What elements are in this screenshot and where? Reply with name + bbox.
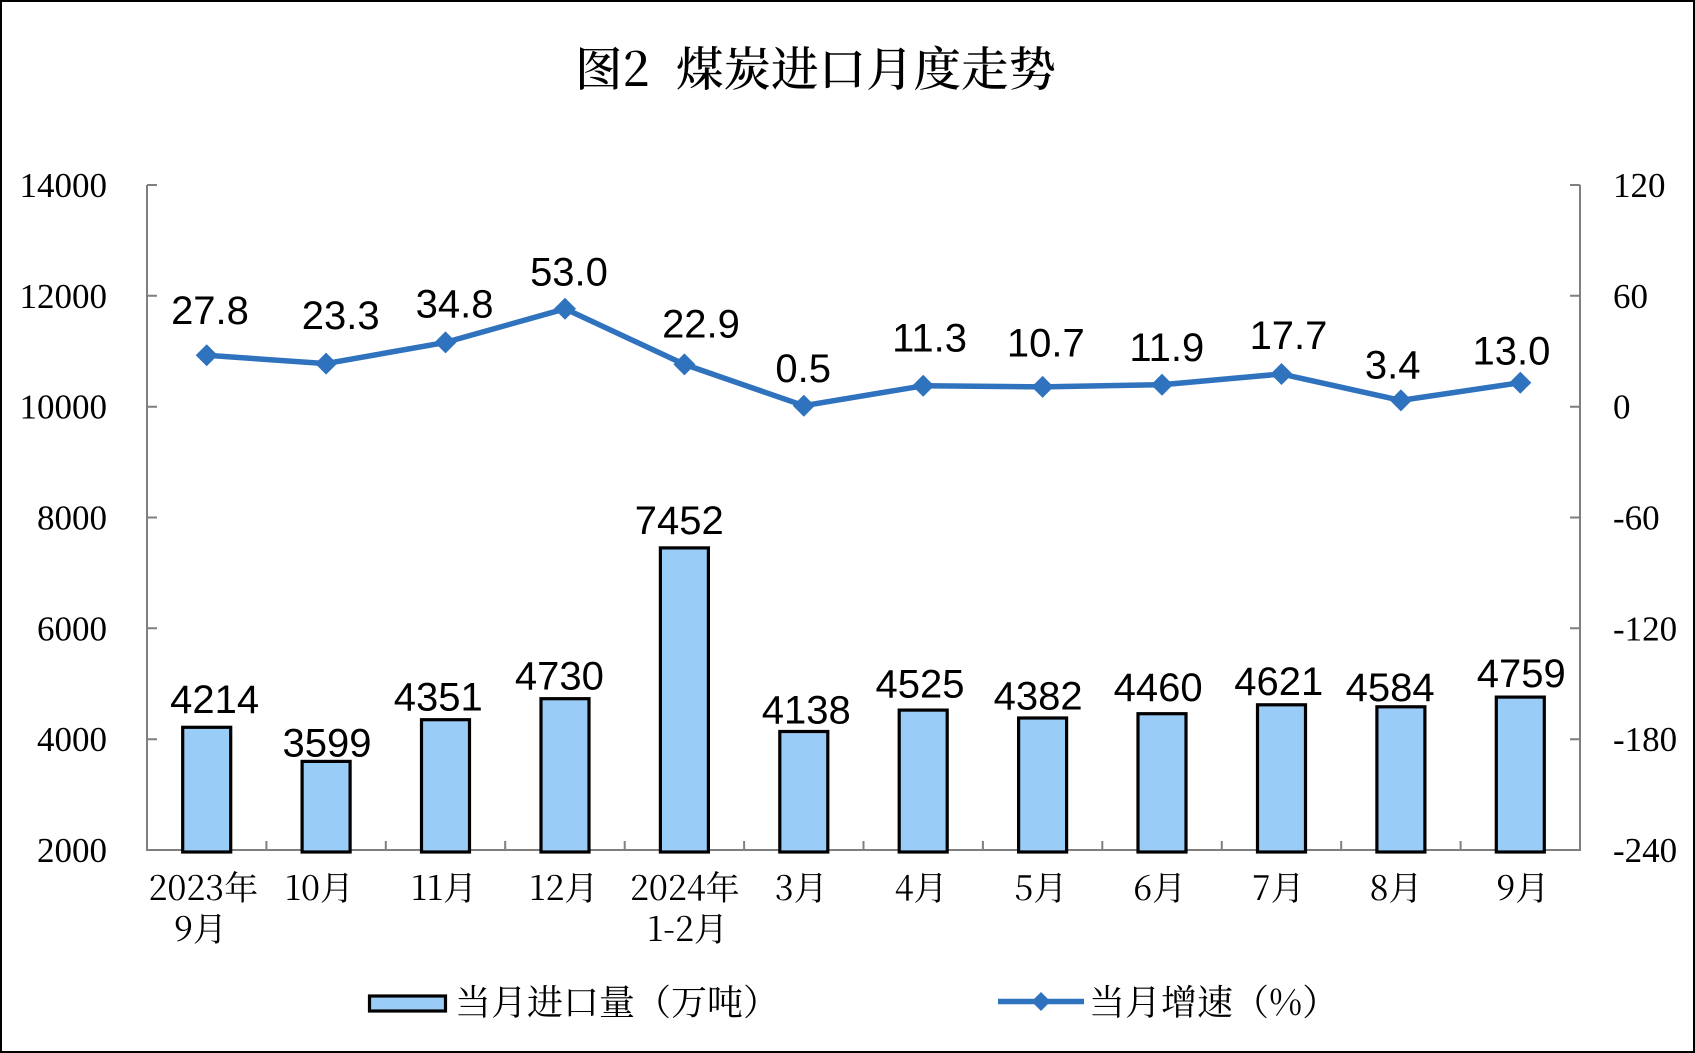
svg-text:8000: 8000 [37,499,107,538]
svg-text:4214: 4214 [170,678,259,722]
svg-text:0.5: 0.5 [775,347,831,391]
svg-text:53.0: 53.0 [530,250,608,294]
svg-text:4382: 4382 [994,674,1083,718]
svg-text:4138: 4138 [762,689,851,733]
svg-text:13.0: 13.0 [1472,330,1550,374]
svg-text:11.3: 11.3 [892,317,967,361]
svg-text:10000: 10000 [20,388,108,427]
svg-text:4730: 4730 [515,655,604,699]
svg-text:12000: 12000 [20,277,108,316]
svg-text:4584: 4584 [1346,666,1435,710]
svg-text:4460: 4460 [1114,666,1203,710]
svg-text:0: 0 [1613,388,1631,427]
svg-text:14000: 14000 [20,166,108,205]
svg-text:4525: 4525 [876,662,965,706]
svg-text:3.4: 3.4 [1365,344,1421,388]
svg-text:4621: 4621 [1234,660,1323,704]
svg-text:4759: 4759 [1477,652,1566,696]
svg-text:34.8: 34.8 [416,283,494,327]
svg-text:-60: -60 [1613,499,1660,538]
svg-text:60: 60 [1613,277,1648,316]
svg-text:-120: -120 [1613,609,1677,648]
svg-text:4000: 4000 [37,720,107,759]
svg-text:7452: 7452 [635,499,724,543]
svg-text:17.7: 17.7 [1250,314,1328,358]
svg-text:6000: 6000 [37,609,107,648]
svg-text:2000: 2000 [37,831,107,870]
svg-text:4351: 4351 [394,676,483,720]
svg-text:10.7: 10.7 [1007,322,1085,366]
svg-text:11.9: 11.9 [1129,326,1204,370]
svg-text:-180: -180 [1613,720,1677,759]
svg-text:-240: -240 [1613,831,1677,870]
svg-text:3599: 3599 [283,722,372,766]
svg-text:27.8: 27.8 [171,289,249,333]
svg-text:22.9: 22.9 [662,302,740,346]
svg-text:120: 120 [1613,166,1666,205]
svg-text:23.3: 23.3 [302,294,380,338]
